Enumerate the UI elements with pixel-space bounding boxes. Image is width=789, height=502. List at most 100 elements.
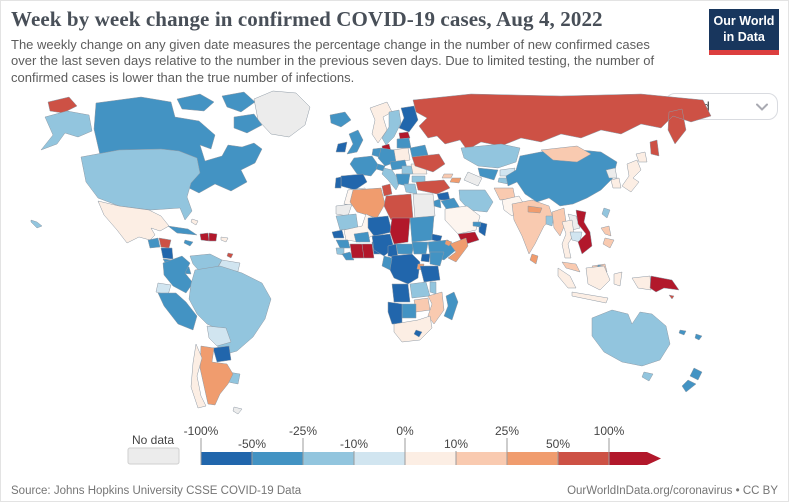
country-turkmenistan[interactable] <box>463 171 483 187</box>
country-turkey[interactable] <box>415 179 451 195</box>
country-canada-arctic[interactable] <box>176 91 263 134</box>
country-portugal[interactable] <box>334 176 342 189</box>
country-somalia[interactable] <box>447 237 469 263</box>
country-congo[interactable] <box>381 255 393 271</box>
country-western-sahara[interactable] <box>335 203 353 217</box>
country-greece[interactable] <box>403 183 418 195</box>
country-argentina[interactable] <box>199 345 234 406</box>
country-sri-lanka[interactable] <box>529 253 539 265</box>
country-ireland[interactable] <box>335 141 348 153</box>
country-estonia[interactable] <box>398 131 411 140</box>
country-tanzania[interactable] <box>419 265 441 283</box>
legend-bin-2[interactable] <box>303 452 354 465</box>
country-oman[interactable] <box>478 221 488 237</box>
country-trinidad-and-tobago[interactable] <box>226 252 234 259</box>
country-kazakhstan[interactable] <box>460 143 521 169</box>
legend-bin-5[interactable] <box>456 452 507 465</box>
country-liberia[interactable] <box>341 251 355 261</box>
country-new-zealand[interactable] <box>681 367 703 393</box>
legend-bin-6[interactable] <box>507 452 558 465</box>
country-north-korea[interactable] <box>605 167 618 179</box>
country-ghana[interactable] <box>361 243 375 259</box>
country-chile[interactable] <box>190 343 207 409</box>
country-sudan[interactable] <box>409 215 435 243</box>
country-bolivia[interactable] <box>206 325 232 347</box>
country-south-africa[interactable] <box>393 315 433 343</box>
country-haiti[interactable] <box>199 232 210 242</box>
country-peru[interactable] <box>157 292 198 331</box>
country-sweden[interactable] <box>381 109 402 146</box>
country-finland[interactable] <box>398 105 419 133</box>
country-senegal[interactable] <box>331 229 345 239</box>
country-usa-alaska[interactable] <box>40 110 93 151</box>
country-usa[interactable] <box>80 148 201 221</box>
legend-bin-3[interactable] <box>354 452 405 465</box>
country-uzbekistan[interactable] <box>477 167 499 181</box>
country-tunisia[interactable] <box>381 183 393 197</box>
country-azerbaijan[interactable] <box>449 177 462 184</box>
legend-bin-8-arrow[interactable] <box>609 452 661 465</box>
owid-logo[interactable]: Our World in Data <box>709 9 779 56</box>
country-falkland-islands[interactable] <box>232 406 243 415</box>
country-mexico[interactable] <box>97 200 170 244</box>
country-cuba[interactable] <box>167 225 198 236</box>
country-russia[interactable] <box>412 93 712 157</box>
country-netherlands[interactable] <box>371 147 382 158</box>
country-russia-chukotka[interactable] <box>47 96 78 114</box>
country-india[interactable] <box>511 199 554 255</box>
legend-no-data-swatch[interactable] <box>127 447 180 465</box>
country-honduras[interactable] <box>158 237 172 249</box>
country-uganda[interactable] <box>420 253 431 263</box>
country-nepal[interactable] <box>527 205 543 214</box>
country-guinea[interactable] <box>335 239 351 249</box>
country-vietnam[interactable] <box>575 209 593 255</box>
country-latvia[interactable] <box>396 137 412 149</box>
country-ukraine[interactable] <box>411 153 446 173</box>
country-france[interactable] <box>349 155 380 177</box>
country-djibouti[interactable] <box>444 239 453 247</box>
country-japan[interactable] <box>621 151 648 193</box>
country-south-korea[interactable] <box>610 177 622 189</box>
country-myanmar[interactable] <box>551 207 567 237</box>
country-georgia[interactable] <box>441 173 454 179</box>
country-china[interactable] <box>505 147 618 207</box>
legend-bin-7[interactable] <box>558 452 609 465</box>
country-democratic-republic-of-congo[interactable] <box>387 253 421 285</box>
country-burkina-faso[interactable] <box>353 231 371 243</box>
country-nicaragua[interactable] <box>160 247 174 260</box>
country-saudi-arabia[interactable] <box>444 205 481 235</box>
country-taiwan[interactable] <box>601 207 611 219</box>
country-lesotho[interactable] <box>413 329 423 338</box>
legend-bin-1[interactable] <box>252 452 303 465</box>
country-iceland[interactable] <box>329 111 352 128</box>
country-belarus[interactable] <box>409 144 429 158</box>
country-libya[interactable] <box>383 193 414 221</box>
country-guatemala[interactable] <box>147 237 161 249</box>
country-algeria[interactable] <box>349 187 386 219</box>
country-australia[interactable] <box>591 309 671 382</box>
country-laos[interactable] <box>567 213 581 231</box>
country-botswana[interactable] <box>401 303 417 319</box>
country-dominican-republic[interactable] <box>208 232 218 242</box>
country-puerto-rico[interactable] <box>220 236 229 243</box>
country-paraguay[interactable] <box>212 345 232 363</box>
country-angola[interactable] <box>391 283 411 303</box>
legend-bin-4[interactable] <box>405 452 456 465</box>
country-new-caledonia[interactable] <box>678 329 687 336</box>
country-jordan[interactable] <box>433 198 442 209</box>
country-bahamas[interactable] <box>190 218 199 226</box>
country-niger[interactable] <box>367 215 393 237</box>
footer-link[interactable]: OurWorldInData.org/coronavirus • CC BY <box>567 485 778 497</box>
country-cote-divoire[interactable] <box>349 243 365 259</box>
country-usa-hawaii[interactable] <box>30 219 43 229</box>
country-madagascar[interactable] <box>443 291 459 321</box>
country-zambia[interactable] <box>409 281 431 299</box>
country-jamaica[interactable] <box>183 239 194 247</box>
country-zimbabwe[interactable] <box>413 297 431 313</box>
country-mongolia[interactable] <box>540 145 592 163</box>
country-namibia[interactable] <box>387 301 403 325</box>
country-central-african-republic[interactable] <box>395 243 415 255</box>
country-spain[interactable] <box>340 173 368 191</box>
country-mozambique[interactable] <box>427 291 445 325</box>
country-greenland[interactable] <box>253 90 311 138</box>
